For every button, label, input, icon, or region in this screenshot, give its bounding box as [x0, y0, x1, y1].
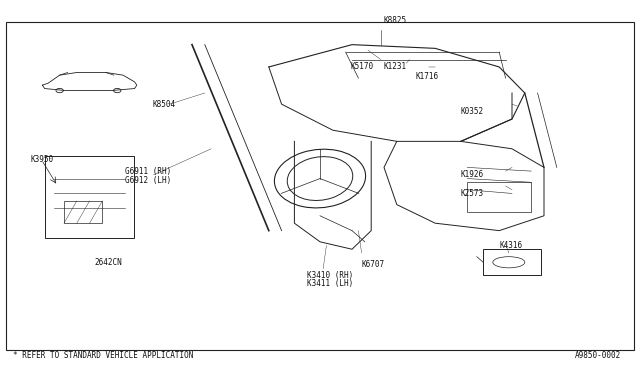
- Bar: [45, 156, 134, 238]
- Text: K3410 (RH): K3410 (RH): [307, 271, 353, 280]
- Text: K3950: K3950: [31, 155, 54, 164]
- Bar: [483, 249, 541, 275]
- Text: K0352: K0352: [461, 107, 484, 116]
- Text: K1926: K1926: [461, 170, 484, 179]
- Text: K3411 (LH): K3411 (LH): [307, 279, 353, 288]
- Text: * REFER TO STANDARD VEHICLE APPLICATION: * REFER TO STANDARD VEHICLE APPLICATION: [13, 351, 193, 360]
- Text: G6911 (RH): G6911 (RH): [125, 167, 171, 176]
- Text: K2573: K2573: [461, 189, 484, 198]
- Text: K8504: K8504: [152, 100, 175, 109]
- Text: K8825: K8825: [384, 16, 407, 25]
- Bar: [467, 182, 531, 212]
- Text: A9850-0002: A9850-0002: [575, 351, 621, 360]
- Text: K1231: K1231: [384, 62, 407, 71]
- Bar: [6, 22, 634, 350]
- Text: K6707: K6707: [362, 260, 385, 269]
- Text: G6912 (LH): G6912 (LH): [125, 176, 171, 185]
- Text: K5170: K5170: [351, 62, 374, 71]
- Bar: [64, 201, 102, 223]
- Text: 2642CN: 2642CN: [95, 258, 122, 267]
- Text: K4316: K4316: [499, 241, 522, 250]
- Text: K1716: K1716: [416, 72, 439, 81]
